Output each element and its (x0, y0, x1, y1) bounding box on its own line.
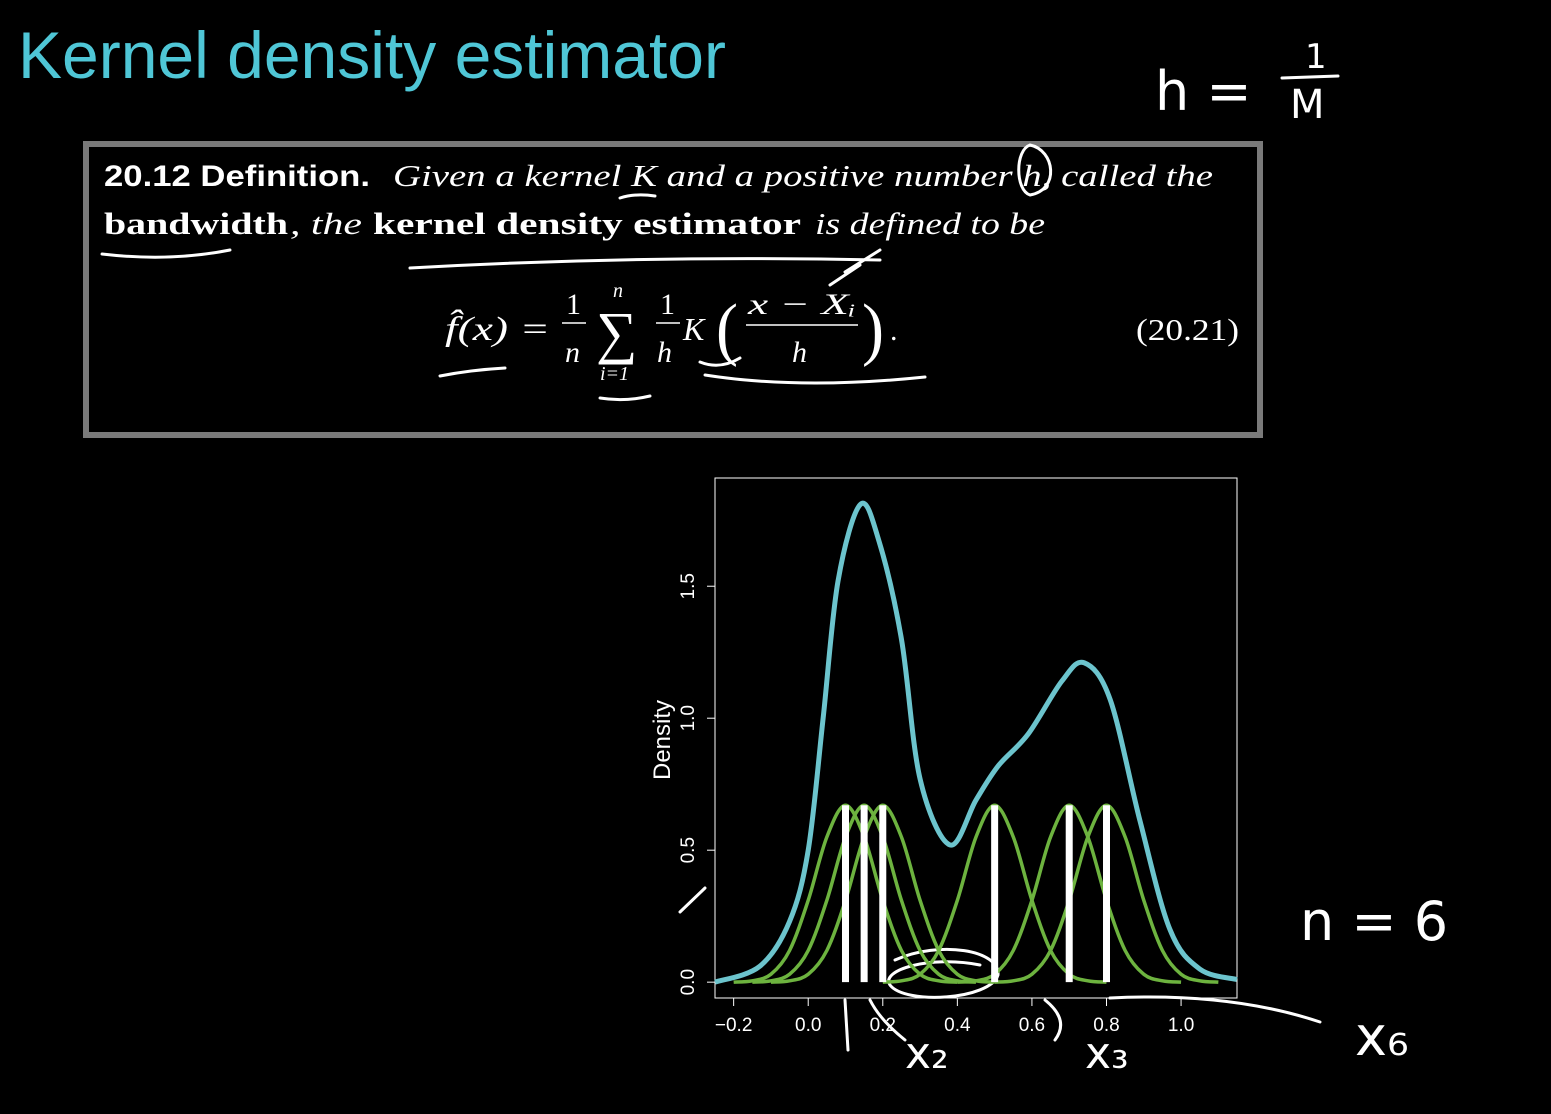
y-axis-label: Density (649, 700, 676, 780)
annotation: x₃ (1085, 1028, 1129, 1079)
equation-number: (20.21) (1136, 312, 1239, 347)
definition-text: Given a kernel K and a positive number h… (393, 158, 1213, 193)
formula-part: ) (862, 291, 884, 368)
annotation: x₂ (905, 1028, 949, 1079)
definition-term: kernel density estimator (373, 206, 801, 241)
definition-term: bandwidth (104, 206, 288, 241)
formula-part: h (657, 336, 672, 369)
definition-text: , the (290, 206, 362, 241)
formula-part: ∑ (596, 300, 637, 365)
formula-part: 1 (566, 288, 581, 321)
formula-part: ( (716, 291, 738, 368)
x-tick-label: 0.2 (870, 1015, 896, 1036)
annotation: x₆ (1355, 1005, 1409, 1068)
plot-frame (714, 477, 1238, 999)
x-tick-label: 0.6 (1019, 1015, 1045, 1036)
formula-part: 1 (660, 288, 675, 321)
formula-part: . (890, 314, 898, 347)
x-tick-label: −0.2 (715, 1015, 753, 1036)
y-tick-label: 0.5 (678, 837, 699, 863)
y-tick-label: 0.0 (678, 969, 699, 995)
annotation: n = 6 (1300, 890, 1448, 953)
x-tick-label: 0.8 (1093, 1015, 1119, 1036)
y-tick-label: 1.0 (678, 705, 699, 731)
x-tick-label: 0.0 (795, 1015, 821, 1036)
density-curve (714, 500, 1238, 985)
formula-part: n (613, 280, 623, 302)
fraction-stroke (1280, 74, 1340, 80)
formula-part: x − Xᵢ (746, 288, 856, 321)
definition-label: 20.12 Definition. (104, 160, 370, 193)
ink-strokes (100, 143, 1322, 1052)
definition-box (83, 141, 1263, 438)
x-tick-label: 1.0 (1168, 1015, 1194, 1036)
formula-part: n (565, 336, 580, 369)
formula-part: i=1 (600, 363, 629, 385)
definition-text: is defined to be (815, 206, 1045, 241)
annotation: h = (1155, 60, 1252, 123)
annotation: M (1290, 82, 1325, 128)
formula-part: K (682, 311, 706, 347)
formula-part: h (792, 336, 807, 369)
y-tick-label: 1.5 (678, 573, 699, 599)
annotation: 1 (1305, 37, 1327, 77)
formula-part: f̂(x) = (445, 309, 550, 348)
slide-title: Kernel density estimator (18, 18, 726, 92)
x-tick-label: 0.4 (944, 1015, 971, 1036)
